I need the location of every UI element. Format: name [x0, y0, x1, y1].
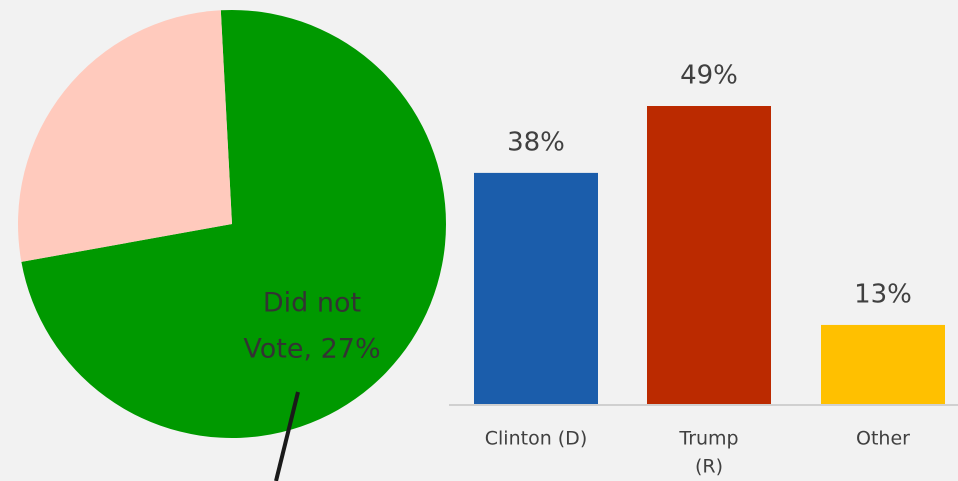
category-label: (R)	[695, 456, 723, 478]
pie-slice-label: Did not	[263, 288, 361, 319]
callout-leader-line	[274, 391, 300, 481]
pie-slice	[17, 10, 233, 262]
bar-chart: 38% Clinton (D) 49% Trump (R) 13% Other	[449, 61, 958, 478]
callout-line	[274, 391, 300, 481]
bar	[474, 172, 598, 404]
bar-value-label: 38%	[507, 127, 565, 157]
category-label: Other	[856, 428, 910, 450]
pie-slice	[21, 9, 446, 438]
bar	[821, 324, 945, 404]
bar-value-label: 13%	[854, 279, 912, 309]
category-label: Trump	[678, 428, 738, 450]
pie-slice-label: Vote, 27%	[243, 334, 380, 365]
category-label: Clinton (D)	[485, 428, 587, 450]
bar-value-label: 49%	[680, 61, 738, 91]
bar	[647, 106, 771, 404]
